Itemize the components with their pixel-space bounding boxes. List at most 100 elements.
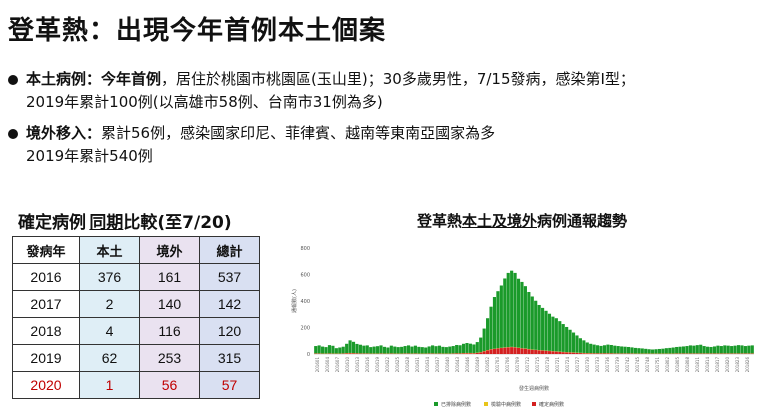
bar-excluded (317, 345, 321, 354)
bullet-local: 本土病例：今年首例，居住於桃園市桃園區(玉山里)；30多歲男性，7/15發病，感… (8, 68, 753, 114)
bar-excluded (647, 349, 651, 354)
trend-chart: 0 200 400 600 800 通報數(人) 201601 201604 201607 201… (291, 246, 754, 408)
bar-excluded (544, 310, 548, 351)
bar-confirmed (571, 352, 576, 354)
bar-confirmed (345, 353, 349, 354)
bar-confirmed (606, 353, 610, 354)
bar-excluded (561, 324, 565, 352)
x-tick-label: 201622 (385, 357, 390, 373)
bar-excluded (510, 270, 514, 347)
bullet-text: ，居住於桃園市桃園區(玉山里)；30多歲男性，7/15發病，感染第I型； (161, 70, 635, 88)
bar-confirmed (479, 352, 483, 354)
bar-excluded (730, 346, 734, 354)
cell-total: 120 (199, 317, 260, 345)
x-tick-label: 201652 (485, 357, 490, 373)
bar-excluded (534, 300, 538, 350)
x-tick-label: 201613 (355, 357, 360, 373)
bar-excluded (592, 344, 596, 354)
bullet-continuation: 2019年累計540例 (26, 147, 153, 165)
header-local: 本土 (79, 236, 140, 264)
cell-imported: 253 (139, 344, 200, 372)
bar-excluded (527, 291, 531, 349)
bar-excluded (568, 329, 572, 353)
table-header-row: 發病年 本土 境外 總計 (12, 236, 260, 264)
bar-excluded (571, 332, 576, 353)
bar-confirmed (355, 353, 359, 354)
bar-confirmed (492, 348, 497, 354)
bar-excluded (441, 346, 445, 354)
bar-excluded (451, 346, 455, 354)
x-tick-label: 201646 (465, 357, 470, 373)
bar-excluded (396, 347, 400, 354)
bar-confirmed (544, 350, 548, 354)
bar-excluded (675, 346, 679, 354)
x-tick-label: 201721 (555, 357, 560, 373)
bar-excluded (338, 347, 342, 354)
bar-excluded (530, 296, 534, 350)
cell-year: 2016 (12, 263, 80, 291)
x-tick-label: 201715 (535, 357, 540, 373)
bar-excluded (355, 343, 359, 354)
bullet-line: 境外移入：累計56例，感染國家印尼、菲律賓、越南等東南亞國家為多 (26, 122, 495, 145)
bar-excluded (599, 345, 603, 354)
bar-confirmed (520, 348, 524, 354)
bar-excluded (630, 347, 634, 354)
bar-excluded (348, 340, 352, 353)
bar-excluded (513, 272, 517, 348)
cell-local: 62 (79, 344, 140, 372)
y-tick-label: 0 (307, 352, 310, 358)
bar-excluded (437, 345, 442, 354)
bar-excluded (400, 346, 404, 354)
bullet-imported: 境外移入：累計56例，感染國家印尼、菲律賓、越南等東南亞國家為多 2019年累計… (8, 122, 753, 168)
bar-confirmed (468, 353, 472, 354)
bar-excluded (719, 346, 723, 354)
bar-excluded (712, 346, 717, 354)
bar-confirmed (561, 352, 565, 354)
bar-excluded (503, 278, 507, 348)
x-tick-label: 201730 (585, 357, 590, 373)
bar-confirmed (482, 351, 486, 354)
bullet-continuation: 2019年累計100例(以高雄市58例、台南市31例為多) (26, 93, 383, 111)
x-tick-label: 201727 (575, 357, 580, 373)
bar-excluded (620, 346, 624, 354)
x-tick-label: 201643 (455, 357, 460, 373)
bar-confirmed (472, 353, 476, 354)
legend-label: 已排除病例數 (441, 401, 471, 408)
bar-confirmed (489, 349, 493, 354)
x-tick-label: 201712 (525, 357, 530, 373)
cell-year: 2019 (12, 344, 80, 372)
bullet-text: 累計56例，感染國家印尼、菲律賓、越南等東南亞國家為多 (101, 124, 496, 142)
bar-excluded (541, 307, 545, 351)
bar-excluded (431, 345, 435, 354)
bar-confirmed (530, 349, 534, 354)
bar-excluded (668, 347, 672, 354)
bar-excluded (434, 346, 438, 354)
bar-confirmed (455, 353, 459, 354)
bar-excluded (565, 326, 569, 353)
bar-excluded (444, 347, 448, 354)
bar-excluded (723, 345, 727, 354)
bar-confirmed (458, 353, 462, 354)
bar-confirmed (568, 352, 572, 354)
bar-excluded (651, 349, 655, 354)
bar-confirmed (551, 351, 555, 354)
cell-local: 2 (79, 290, 140, 318)
bar-excluded (410, 346, 414, 354)
bar-confirmed (513, 347, 517, 354)
bar-excluded (699, 344, 703, 354)
y-tick-label: 800 (300, 246, 310, 252)
bar-excluded (486, 318, 490, 351)
bar-excluded (376, 346, 380, 354)
x-tick-label: 201619 (375, 357, 380, 373)
cell-total: 142 (199, 290, 260, 318)
cell-imported: 161 (139, 263, 200, 291)
bar-excluded (585, 342, 589, 354)
bar-excluded (365, 345, 369, 354)
x-tick-label: 201637 (435, 357, 440, 373)
x-tick-label: 201823 (735, 357, 740, 373)
bar-excluded (623, 346, 627, 354)
bar-excluded (537, 304, 541, 351)
x-tick-label: 201742 (625, 357, 630, 373)
bar-excluded (747, 345, 751, 354)
bar-excluded (613, 345, 617, 354)
